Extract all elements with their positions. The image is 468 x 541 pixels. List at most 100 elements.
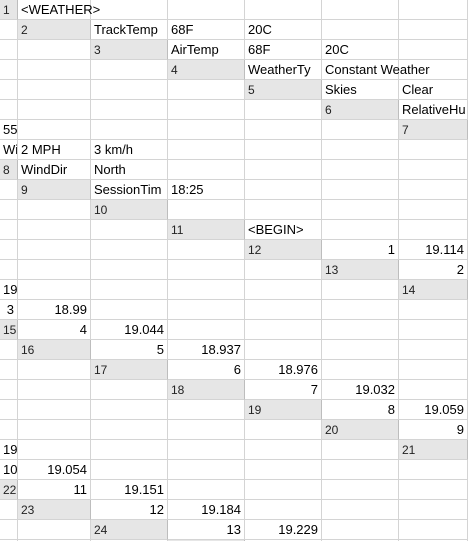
- cell-empty[interactable]: [91, 420, 168, 440]
- cell-c[interactable]: [399, 220, 468, 240]
- cell-empty[interactable]: [322, 480, 399, 500]
- cell-empty[interactable]: [0, 400, 18, 420]
- cell-c[interactable]: [0, 260, 18, 280]
- cell-a[interactable]: [168, 200, 245, 220]
- cell-a[interactable]: 4: [18, 320, 91, 340]
- cell-a[interactable]: 1: [322, 240, 399, 260]
- cell-c[interactable]: [168, 0, 245, 20]
- row-header[interactable]: 10: [91, 200, 168, 220]
- cell-empty[interactable]: [245, 460, 322, 480]
- row-header[interactable]: 9: [18, 180, 91, 200]
- cell-empty[interactable]: [322, 500, 399, 520]
- cell-empty[interactable]: [399, 200, 468, 220]
- cell-empty[interactable]: [18, 80, 91, 100]
- cell-empty[interactable]: [322, 280, 399, 300]
- cell-empty[interactable]: [0, 340, 18, 360]
- cell-empty[interactable]: [322, 0, 399, 20]
- cell-a[interactable]: RelativeHu: [399, 100, 468, 120]
- cell-b[interactable]: 18.99: [18, 300, 91, 320]
- cell-empty[interactable]: [168, 460, 245, 480]
- row-header[interactable]: 7: [399, 120, 468, 140]
- cell-c[interactable]: [168, 320, 245, 340]
- cell-empty[interactable]: [245, 480, 322, 500]
- cell-empty[interactable]: [91, 220, 168, 240]
- cell-c[interactable]: [245, 500, 322, 520]
- cell-b[interactable]: Constant Weather: [322, 60, 430, 80]
- cell-empty[interactable]: [91, 280, 168, 300]
- cell-empty[interactable]: [0, 500, 18, 520]
- row-header[interactable]: 12: [245, 240, 322, 260]
- cell-empty[interactable]: [322, 320, 399, 340]
- cell-a[interactable]: 2: [399, 260, 468, 280]
- row-header[interactable]: 21: [399, 440, 468, 460]
- cell-b[interactable]: 19.044: [91, 320, 168, 340]
- row-header[interactable]: 22: [0, 480, 18, 500]
- cell-empty[interactable]: [322, 160, 399, 180]
- cell-empty[interactable]: [18, 360, 91, 380]
- cell-a[interactable]: 12: [91, 500, 168, 520]
- cell-a[interactable]: 11: [18, 480, 91, 500]
- cell-empty[interactable]: [168, 140, 245, 160]
- cell-empty[interactable]: [18, 60, 91, 80]
- cell-empty[interactable]: [245, 120, 322, 140]
- cell-c[interactable]: [91, 460, 168, 480]
- cell-empty[interactable]: [399, 160, 468, 180]
- cell-empty[interactable]: [322, 340, 399, 360]
- row-header[interactable]: 8: [0, 160, 18, 180]
- cell-empty[interactable]: [168, 120, 245, 140]
- cell-b[interactable]: 2 MPH: [18, 140, 91, 160]
- cell-empty[interactable]: [18, 400, 91, 420]
- cell-c[interactable]: [18, 440, 91, 460]
- cell-a[interactable]: WeatherTy: [245, 60, 322, 80]
- cell-empty[interactable]: [18, 420, 91, 440]
- cell-a[interactable]: SessionTim: [91, 180, 168, 200]
- cell-empty[interactable]: [18, 260, 91, 280]
- cell-empty[interactable]: [168, 100, 245, 120]
- cell-b[interactable]: [322, 220, 399, 240]
- cell-a[interactable]: 3: [0, 300, 18, 320]
- cell-empty[interactable]: [0, 80, 18, 100]
- cell-empty[interactable]: [168, 80, 245, 100]
- row-header[interactable]: 19: [245, 400, 322, 420]
- row-header[interactable]: 13: [322, 260, 399, 280]
- row-header[interactable]: 14: [399, 280, 468, 300]
- cell-a[interactable]: <BEGIN>: [245, 220, 322, 240]
- row-header[interactable]: 5: [245, 80, 322, 100]
- cell-empty[interactable]: [322, 180, 399, 200]
- cell-empty[interactable]: [168, 300, 245, 320]
- cell-empty[interactable]: [91, 240, 168, 260]
- cell-empty[interactable]: [245, 320, 322, 340]
- row-header[interactable]: 3: [91, 40, 168, 60]
- cell-empty[interactable]: [0, 380, 18, 400]
- cell-c[interactable]: [245, 340, 322, 360]
- cell-empty[interactable]: [0, 360, 18, 380]
- row-header[interactable]: 6: [322, 100, 399, 120]
- cell-a[interactable]: 6: [168, 360, 245, 380]
- cell-b[interactable]: 19.023: [0, 440, 18, 460]
- cell-empty[interactable]: [322, 140, 399, 160]
- cell-a[interactable]: 10: [0, 460, 18, 480]
- cell-empty[interactable]: [399, 340, 468, 360]
- cell-b[interactable]: 18.937: [168, 340, 245, 360]
- cell-b[interactable]: 19.184: [168, 500, 245, 520]
- cell-empty[interactable]: [322, 440, 399, 460]
- cell-c[interactable]: [399, 380, 468, 400]
- cell-empty[interactable]: [18, 380, 91, 400]
- cell-c[interactable]: 20C: [322, 40, 399, 60]
- cell-c[interactable]: [322, 520, 399, 540]
- cell-a[interactable]: WindDir: [18, 160, 91, 180]
- cell-empty[interactable]: [399, 500, 468, 520]
- cell-empty[interactable]: [91, 400, 168, 420]
- cell-empty[interactable]: [399, 360, 468, 380]
- cell-empty[interactable]: [245, 280, 322, 300]
- cell-empty[interactable]: [91, 120, 168, 140]
- row-header[interactable]: 24: [91, 520, 168, 540]
- cell-a[interactable]: 8: [322, 400, 399, 420]
- cell-b[interactable]: 19.032: [322, 380, 399, 400]
- cell-c[interactable]: [322, 200, 399, 220]
- cell-c[interactable]: [168, 160, 245, 180]
- cell-c[interactable]: [245, 180, 322, 200]
- cell-empty[interactable]: [168, 440, 245, 460]
- cell-empty[interactable]: [18, 220, 91, 240]
- cell-b[interactable]: [91, 0, 168, 20]
